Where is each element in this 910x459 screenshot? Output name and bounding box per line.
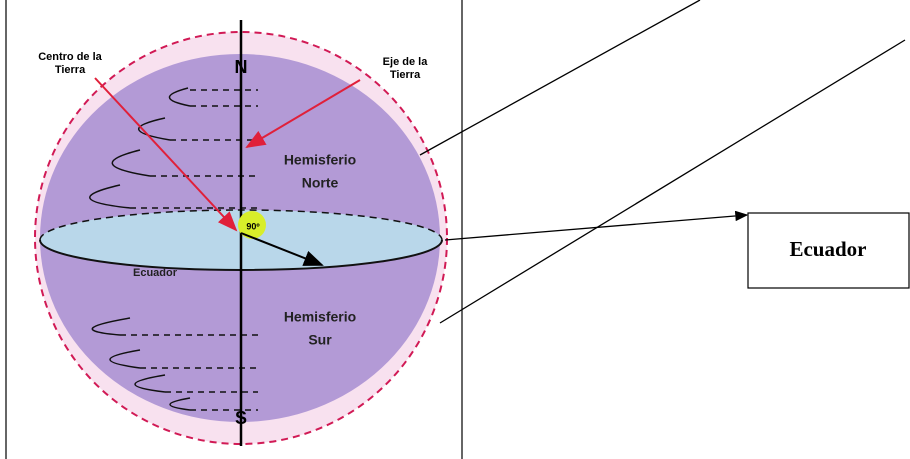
- angle-label: 90º: [246, 221, 260, 231]
- label: Ecuador: [133, 267, 178, 279]
- callout-text: Ecuador: [789, 237, 866, 261]
- label: Norte: [302, 175, 339, 191]
- diagram: Centro de la Tierra Eje de la Tierra N S…: [0, 0, 910, 459]
- pole-label: N: [235, 57, 248, 77]
- pole-label: S: [235, 408, 247, 428]
- label: Tierra: [55, 64, 86, 76]
- label: Sur: [308, 332, 332, 348]
- label: Hemisferio: [284, 309, 356, 325]
- page: Centro de la Tierra Eje de la Tierra N S…: [0, 0, 910, 459]
- label: Tierra: [390, 69, 421, 81]
- label: Eje de la: [383, 56, 429, 68]
- label: Centro de la: [38, 51, 102, 63]
- label: Hemisferio: [284, 152, 356, 168]
- connector-arrow: [445, 215, 747, 240]
